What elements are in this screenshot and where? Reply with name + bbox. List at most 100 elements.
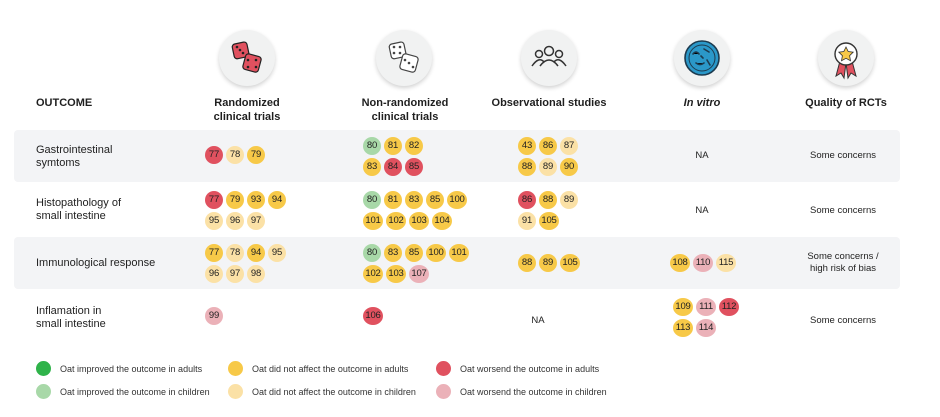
outcome-line1: Histopathology of — [36, 197, 121, 209]
rct-cell: 77 78 79 — [205, 146, 285, 164]
study-ref-badge: 85 — [405, 158, 423, 176]
observational-cell: 86 88 89 91 105 — [518, 191, 588, 230]
legend-label: Oat did not affect the outcome in adults — [252, 363, 409, 374]
outcome-label: Inflamation in small intestine — [36, 305, 106, 331]
study-ref-badge: 85 — [426, 191, 444, 209]
study-ref-badge: 78 — [226, 146, 244, 164]
study-ref-badge: 82 — [405, 137, 423, 155]
outcome-label: Histopathology of small intestine — [36, 197, 121, 223]
study-ref-badge: 100 — [426, 244, 446, 262]
study-ref-badge: 111 — [696, 298, 716, 316]
study-ref-badge: 80 — [363, 137, 381, 155]
study-ref-badge: 89 — [560, 191, 578, 209]
study-ref-badge: 112 — [719, 298, 739, 316]
outcome-label: Immunological response — [36, 257, 155, 270]
study-ref-badge: 100 — [447, 191, 467, 209]
quality-value: Some concerns — [795, 205, 891, 217]
study-ref-badge: 95 — [268, 244, 286, 262]
study-ref-badge: 84 — [384, 158, 402, 176]
invitro-cell: 109 111 112 113 114 — [673, 298, 743, 337]
rct-cell: 99 — [205, 307, 235, 325]
legend-dot — [436, 361, 451, 376]
rct-icon-badge — [219, 30, 275, 86]
invitro-na: NA — [695, 205, 709, 216]
nonrct-icon-badge — [376, 30, 432, 86]
study-ref-badge: 97 — [226, 265, 244, 283]
quality-value: Some concerns — [795, 315, 891, 327]
study-ref-badge: 77 — [205, 146, 223, 164]
observational-na: NA — [531, 315, 545, 326]
invitro-cell: 108 110 115 — [670, 254, 740, 272]
study-ref-badge: 91 — [518, 212, 536, 230]
observational-icon-badge — [521, 30, 577, 86]
quality-line1: Some concerns — [809, 205, 876, 216]
study-ref-badge: 83 — [363, 158, 381, 176]
study-ref-badge: 94 — [247, 244, 265, 262]
study-ref-badge: 110 — [693, 254, 713, 272]
legend-label: Oat worsend the outcome in adults — [460, 363, 600, 374]
study-ref-badge: 88 — [518, 254, 536, 272]
rct-cell: 77 78 94 95 96 97 98 — [205, 244, 297, 283]
study-ref-badge: 103 — [409, 212, 429, 230]
nonrct-cell: 106 — [363, 307, 393, 325]
study-ref-badge: 83 — [405, 191, 423, 209]
outcome-label: Gastrointestinal symtoms — [36, 144, 112, 170]
study-ref-badge: 89 — [539, 254, 557, 272]
study-ref-badge: 80 — [363, 191, 381, 209]
legend-dot — [228, 361, 243, 376]
study-ref-badge: 79 — [226, 191, 244, 209]
legend-label: Oat improved the outcome in adults — [60, 363, 203, 374]
study-ref-badge: 102 — [386, 212, 406, 230]
dice-gray-icon — [388, 41, 419, 73]
study-ref-badge: 108 — [670, 254, 690, 272]
rct-header-line1: Randomized — [214, 97, 280, 109]
quality-value: Some concerns — [795, 150, 891, 162]
study-ref-badge: 77 — [205, 244, 223, 262]
quality-line1: Some concerns — [809, 150, 876, 161]
study-ref-badge: 86 — [539, 137, 557, 155]
study-ref-badge: 105 — [560, 254, 580, 272]
legend-dot — [36, 361, 51, 376]
study-ref-badge: 88 — [539, 191, 557, 209]
study-ref-badge: 88 — [518, 158, 536, 176]
legend-item: Oat improved the outcome in adults — [36, 361, 202, 376]
legend-label: Oat worsend the outcome in children — [460, 386, 607, 397]
study-ref-badge: 79 — [247, 146, 265, 164]
legend-item: Oat worsend the outcome in children — [436, 384, 607, 399]
nonrct-header-line2: clinical trials — [371, 111, 439, 123]
legend-dot — [36, 384, 51, 399]
study-ref-badge: 98 — [247, 265, 265, 283]
study-ref-badge: 97 — [247, 212, 265, 230]
nonrct-cell: 80 83 85 100 101 102 103 107 — [363, 244, 475, 283]
outcome-line2: symtoms — [36, 157, 80, 169]
study-ref-badge: 115 — [716, 254, 736, 272]
row-bg-1 — [14, 130, 900, 182]
legend-item: Oat improved the outcome in children — [36, 384, 210, 399]
quality-icon-badge — [818, 30, 874, 86]
quality-line2: high risk of bias — [809, 263, 876, 274]
nonrct-cell: 80 81 83 85 100 101 102 103 104 — [363, 191, 475, 230]
legend-label: Oat improved the outcome in children — [60, 386, 210, 397]
study-ref-badge: 113 — [673, 319, 693, 337]
study-ref-badge: 102 — [363, 265, 383, 283]
study-ref-badge: 107 — [409, 265, 429, 283]
study-ref-badge: 83 — [384, 244, 402, 262]
study-ref-badge: 87 — [560, 137, 578, 155]
study-ref-badge: 86 — [518, 191, 536, 209]
petri-dish-icon — [684, 40, 720, 76]
quality-line1: Some concerns — [809, 315, 876, 326]
dice-red-icon — [231, 41, 262, 73]
study-ref-badge: 77 — [205, 191, 223, 209]
legend-dot — [436, 384, 451, 399]
outcome-line2: small intestine — [36, 318, 106, 330]
nonrct-cell: 80 81 82 83 84 85 — [363, 137, 433, 176]
quality-value: Some concerns / high risk of bias — [795, 251, 891, 275]
study-ref-badge: 101 — [363, 212, 383, 230]
study-ref-badge: 101 — [449, 244, 469, 262]
study-ref-badge: 96 — [205, 265, 223, 283]
rct-header-line2: clinical trials — [213, 111, 281, 123]
nonrct-header: Non-randomized clinical trials — [335, 96, 475, 124]
study-ref-badge: 81 — [384, 191, 402, 209]
study-ref-badge: 114 — [696, 319, 716, 337]
invitro-na: NA — [695, 150, 709, 161]
